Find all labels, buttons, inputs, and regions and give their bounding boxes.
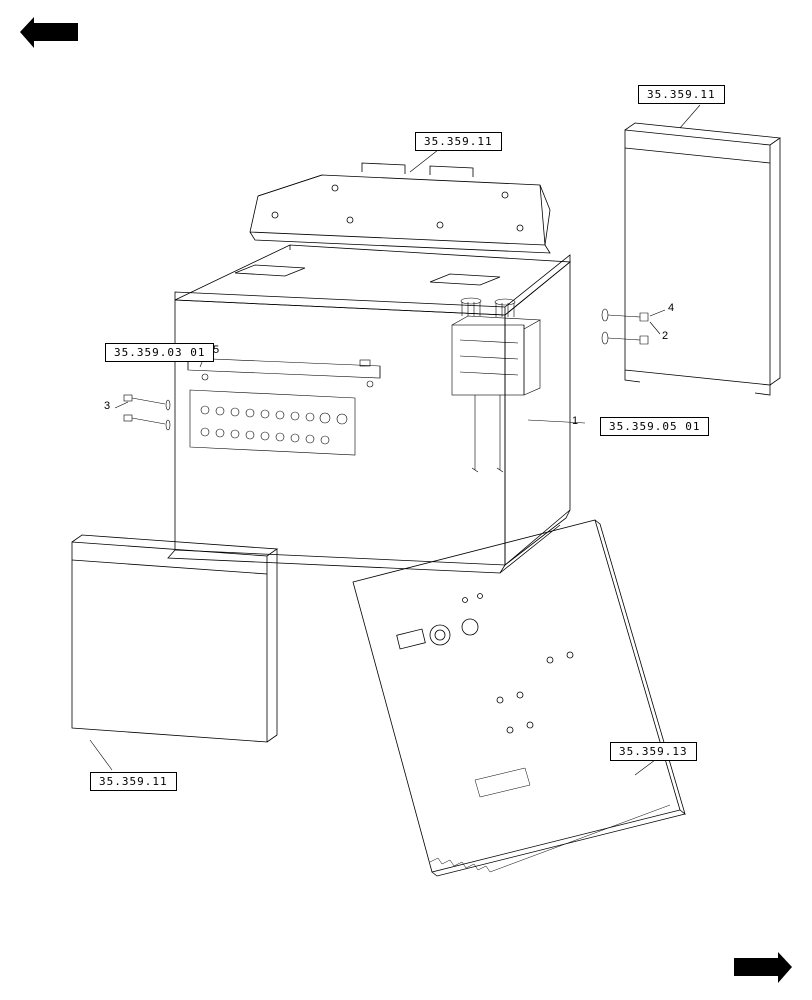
fasteners-left (124, 395, 170, 430)
internal-valve-block (452, 298, 540, 472)
bottom-plate (353, 520, 685, 876)
callout-5: 5 (213, 344, 219, 356)
perforated-plate (190, 390, 355, 455)
callout-2: 2 (662, 330, 668, 342)
ref-label-mid-right: 35.359.05 01 (600, 417, 709, 436)
top-panel (250, 163, 550, 253)
main-enclosure (168, 245, 570, 573)
ref-label-bottom-right: 35.359.13 (610, 742, 697, 761)
left-cover (72, 535, 277, 742)
exploded-diagram (0, 0, 812, 1000)
ref-label-bottom-left: 35.359.11 (90, 772, 177, 791)
callout-4: 4 (668, 302, 674, 314)
right-cover (625, 123, 780, 395)
ref-label-mid-left: 35.359.03 01 (105, 343, 214, 362)
leaders (90, 105, 700, 775)
ref-label-top-center: 35.359.11 (415, 132, 502, 151)
ref-label-top-right: 35.359.11 (638, 85, 725, 104)
callout-1: 1 (572, 415, 578, 427)
front-bar (188, 352, 380, 387)
callout-3: 3 (104, 400, 110, 412)
